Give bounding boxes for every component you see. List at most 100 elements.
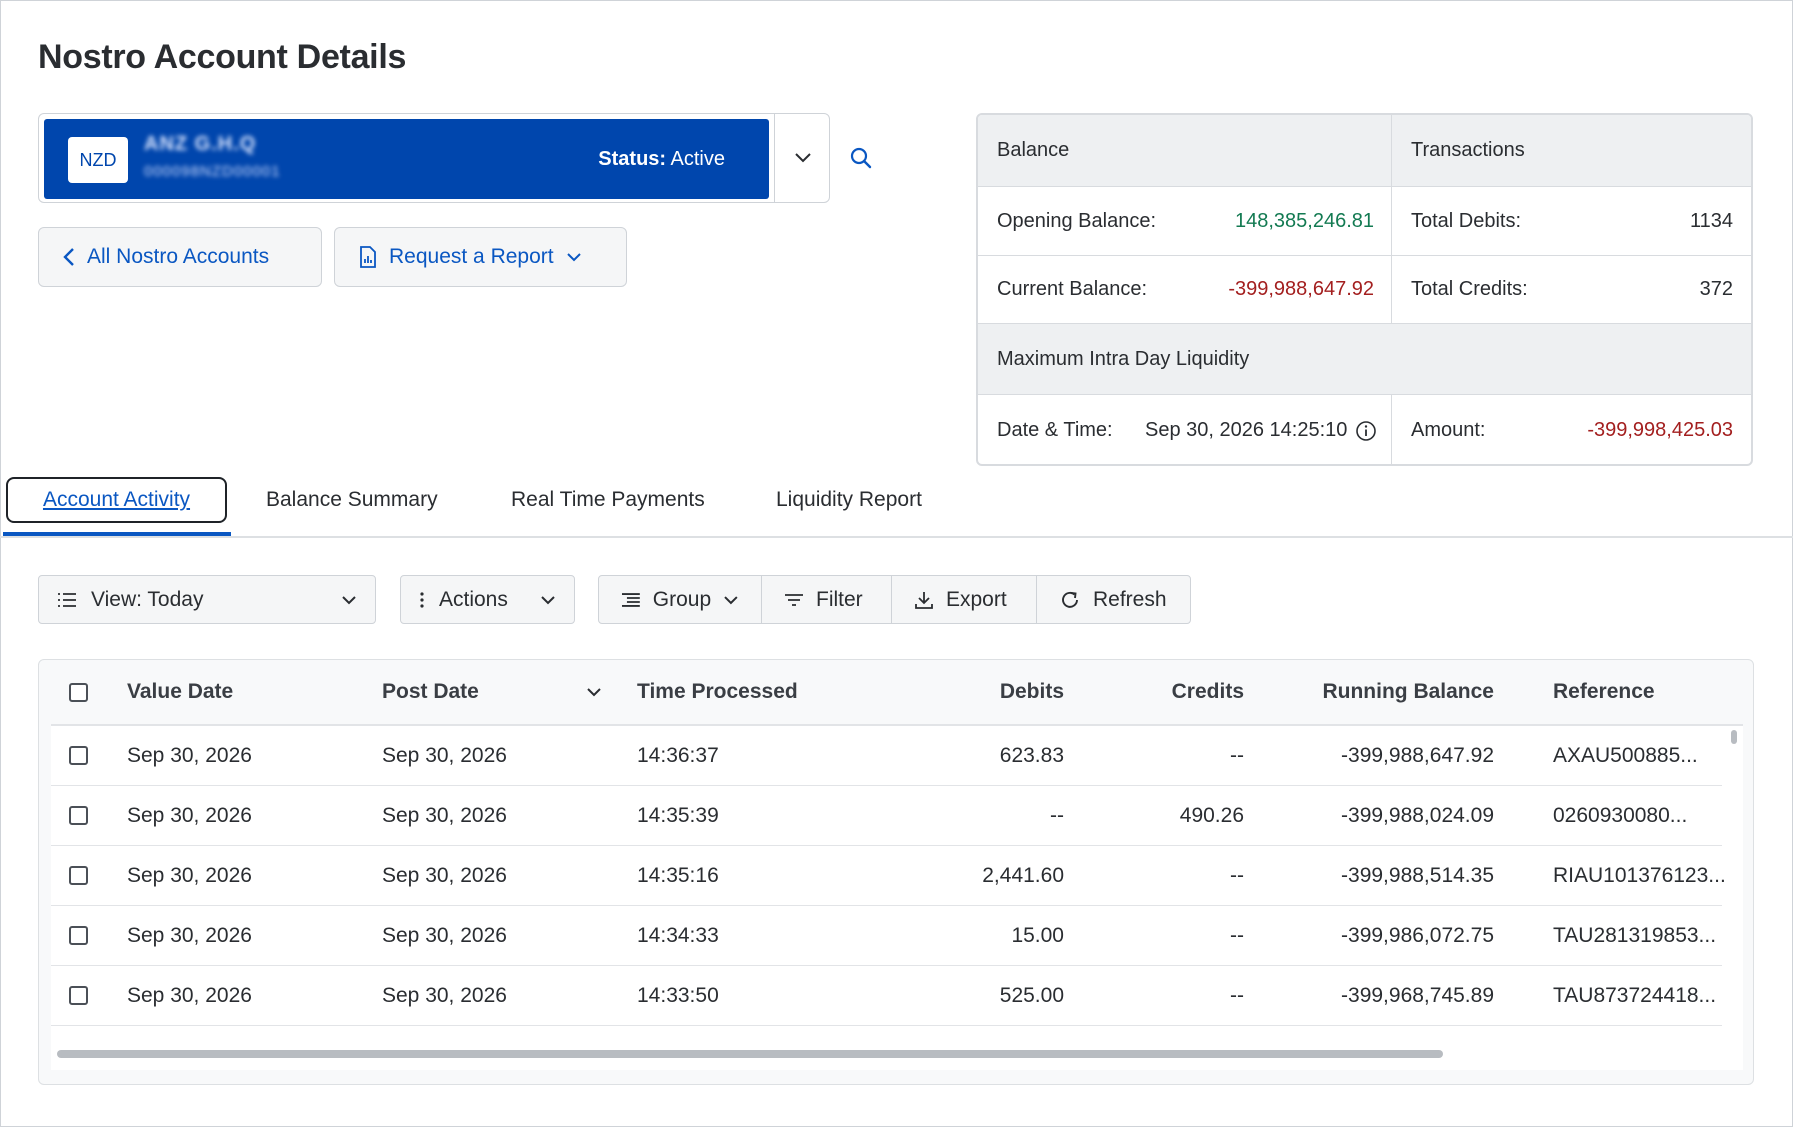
- summary-row-2: Current Balance: -399,988,647.92 Total C…: [978, 256, 1751, 323]
- opening-balance-label: Opening Balance:: [997, 209, 1157, 232]
- filter-icon: [785, 593, 803, 606]
- info-icon[interactable]: [1355, 420, 1377, 442]
- row-checkbox[interactable]: [69, 926, 88, 945]
- cell-post-date: Sep 30, 2026: [382, 983, 507, 1007]
- cell-reference: RIAU101376123...: [1553, 863, 1726, 887]
- table-row[interactable]: Sep 30, 2026 Sep 30, 2026 14:35:39 -- 49…: [51, 786, 1722, 846]
- account-status-label: Status:: [598, 148, 667, 170]
- view-select-label: View: Today: [91, 587, 204, 611]
- cell-time-processed: 14:35:39: [637, 803, 719, 827]
- cell-debits: 15.00: [1011, 923, 1064, 947]
- cell-reference: AXAU500885...: [1553, 743, 1698, 767]
- transactions-header: Transactions: [1411, 139, 1525, 161]
- document-icon: [360, 246, 376, 268]
- row-checkbox-cell: [69, 726, 88, 785]
- account-number: 000098NZD00001: [144, 163, 281, 180]
- cell-debits: --: [1050, 803, 1064, 827]
- cell-post-date: Sep 30, 2026: [382, 863, 507, 887]
- row-checkbox[interactable]: [69, 986, 88, 1005]
- tab-real-time-payments[interactable]: Real Time Payments: [511, 488, 705, 511]
- tab-bar: Account Activity Balance Summary Real Ti…: [0, 474, 1793, 538]
- account-dropdown-toggle[interactable]: [774, 114, 830, 202]
- export-button[interactable]: Export: [892, 576, 1037, 623]
- tab-balance-summary[interactable]: Balance Summary: [266, 488, 438, 511]
- total-credits-label: Total Credits:: [1411, 278, 1528, 300]
- table-header: Value Date Post Date Time Processed Debi…: [51, 660, 1743, 726]
- table-body: Value Date Post Date Time Processed Debi…: [51, 660, 1743, 1070]
- more-vertical-icon: [420, 591, 424, 608]
- total-debits-label: Total Debits:: [1411, 209, 1522, 232]
- tab-liquidity-report[interactable]: Liquidity Report: [776, 488, 922, 511]
- cell-running-balance: -399,988,647.92: [1341, 743, 1494, 767]
- cell-value-date: Sep 30, 2026: [127, 803, 252, 827]
- column-header-debits[interactable]: Debits: [999, 680, 1064, 703]
- cell-post-date: Sep 30, 2026: [382, 803, 507, 827]
- row-checkbox-cell: [69, 966, 88, 1025]
- column-header-credits[interactable]: Credits: [1171, 680, 1244, 703]
- search-icon[interactable]: [843, 140, 879, 176]
- total-debits-value: 1134: [1689, 209, 1733, 232]
- request-report-button[interactable]: Request a Report: [334, 227, 627, 287]
- datetime-value: Sep 30, 2026 14:25:10: [1145, 419, 1348, 441]
- row-checkbox[interactable]: [69, 866, 88, 885]
- column-header-time-processed[interactable]: Time Processed: [637, 680, 798, 703]
- row-checkbox[interactable]: [69, 806, 88, 825]
- sort-desc-icon[interactable]: [586, 660, 602, 724]
- horizontal-scrollbar[interactable]: [57, 1050, 1443, 1058]
- table-row[interactable]: Sep 30, 2026 Sep 30, 2026 14:33:50 525.0…: [51, 966, 1722, 1026]
- cell-time-processed: 14:35:16: [637, 863, 719, 887]
- tab-account-activity[interactable]: Account Activity: [6, 477, 227, 523]
- table-toolbar-group: Group Filter Export Refresh: [598, 575, 1191, 624]
- chevron-down-icon: [794, 153, 811, 163]
- datetime-label: Date & Time:: [997, 419, 1113, 441]
- group-button[interactable]: Group: [599, 576, 762, 623]
- table-row[interactable]: Sep 30, 2026 Sep 30, 2026 14:34:33 15.00…: [51, 906, 1722, 966]
- current-balance-label: Current Balance:: [997, 278, 1148, 300]
- download-icon: [915, 591, 933, 609]
- datetime-value-wrap: Sep 30, 2026 14:25:10: [1145, 395, 1377, 464]
- view-select[interactable]: View: Today: [38, 575, 376, 624]
- column-header-value-date[interactable]: Value Date: [127, 680, 234, 703]
- actions-menu-button[interactable]: Actions: [400, 575, 575, 624]
- chevron-left-icon: [63, 248, 74, 266]
- cell-reference: 0260930080...: [1553, 803, 1688, 827]
- row-checkbox[interactable]: [69, 746, 88, 765]
- column-header-post-date[interactable]: Post Date: [382, 680, 479, 703]
- select-all-checkbox[interactable]: [69, 682, 88, 702]
- actions-label: Actions: [439, 587, 508, 611]
- request-report-label: Request a Report: [389, 245, 554, 268]
- opening-balance-value: 148,385,246.81: [1234, 209, 1374, 232]
- chevron-down-icon: [566, 253, 581, 262]
- cell-running-balance: -399,988,514.35: [1341, 863, 1494, 887]
- table-row[interactable]: Sep 30, 2026 Sep 30, 2026 14:36:37 623.8…: [51, 726, 1722, 786]
- filter-label: Filter: [816, 587, 863, 611]
- cell-credits: --: [1230, 923, 1244, 947]
- account-status: Status: Active: [598, 148, 725, 171]
- cell-time-processed: 14:33:50: [637, 983, 719, 1007]
- cell-debits: 525.00: [999, 983, 1064, 1007]
- table-row[interactable]: Sep 30, 2026 Sep 30, 2026 14:35:16 2,441…: [51, 846, 1726, 906]
- cell-running-balance: -399,988,024.09: [1341, 803, 1494, 827]
- all-nostro-accounts-button[interactable]: All Nostro Accounts: [38, 227, 322, 287]
- cell-value-date: Sep 30, 2026: [127, 923, 252, 947]
- select-all-checkbox-cell: [69, 660, 88, 724]
- refresh-label: Refresh: [1093, 587, 1167, 611]
- row-checkbox-cell: [69, 906, 88, 965]
- page-title: Nostro Account Details: [38, 38, 407, 76]
- column-header-running-balance[interactable]: Running Balance: [1322, 680, 1494, 703]
- account-name: ANZ G.H.Q: [144, 133, 257, 155]
- liquidity-row: Date & Time: Sep 30, 2026 14:25:10 Amoun…: [978, 395, 1751, 464]
- chevron-down-icon: [541, 595, 555, 604]
- row-checkbox-cell: [69, 846, 88, 905]
- refresh-button[interactable]: Refresh: [1037, 576, 1190, 623]
- currency-badge: NZD: [68, 137, 128, 183]
- account-selector[interactable]: NZD ANZ G.H.Q 000098NZD00001 Status: Act…: [38, 113, 830, 203]
- vertical-scrollbar[interactable]: [1731, 730, 1737, 744]
- cell-post-date: Sep 30, 2026: [382, 743, 507, 767]
- cell-value-date: Sep 30, 2026: [127, 743, 252, 767]
- cell-reference: TAU281319853...: [1553, 923, 1717, 947]
- cell-running-balance: -399,986,072.75: [1341, 923, 1494, 947]
- account-status-value: Active: [670, 148, 725, 170]
- filter-button[interactable]: Filter: [762, 576, 892, 623]
- column-header-reference[interactable]: Reference: [1553, 680, 1655, 703]
